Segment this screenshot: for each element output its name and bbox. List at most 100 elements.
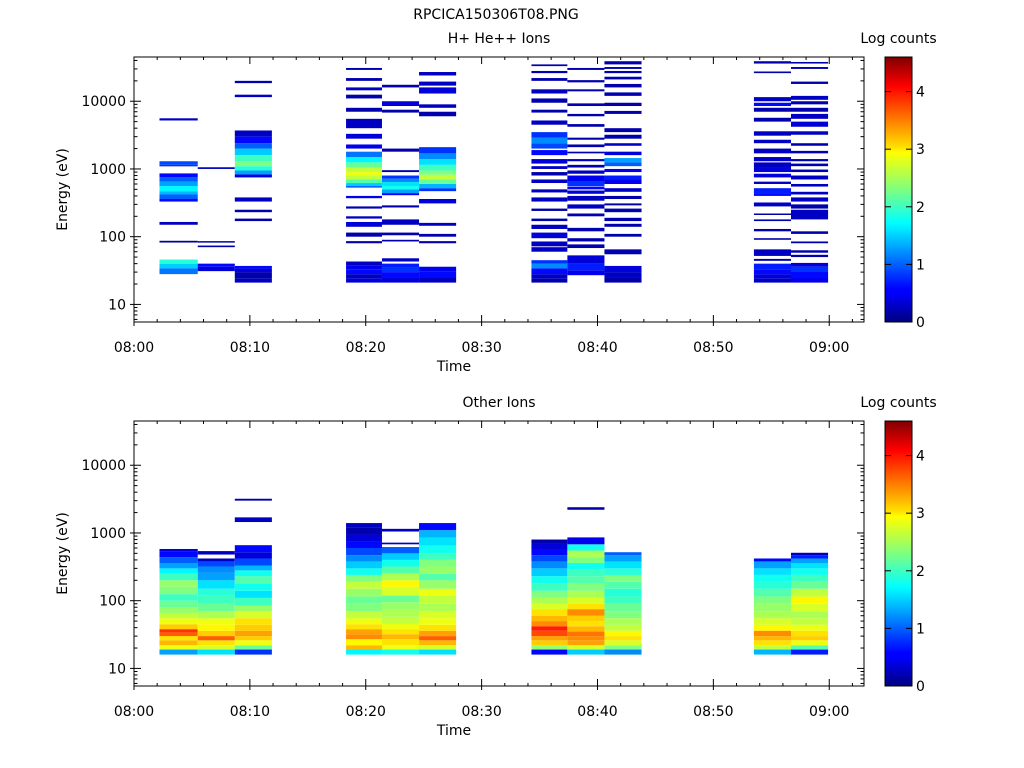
spectrogram-cell <box>604 649 642 655</box>
spectrogram-cell <box>604 272 642 278</box>
spectrogram-cell <box>346 162 382 168</box>
spectrogram-cell <box>567 244 605 249</box>
spectrogram-cell <box>234 268 272 273</box>
colorbar-frame <box>884 56 913 323</box>
spectrogram-cell <box>791 649 829 655</box>
spectrogram-cell <box>753 263 791 270</box>
spectrogram-cell <box>753 278 791 283</box>
spectrogram-cell <box>234 197 272 202</box>
spectrogram-cell <box>567 213 605 217</box>
spectrogram-cell <box>531 576 568 584</box>
spectrogram-cell <box>419 179 457 184</box>
spectrogram-cell <box>419 188 457 192</box>
spectrogram-cell <box>567 597 605 604</box>
spectrogram-cell <box>381 258 420 262</box>
spectrogram-cell <box>753 157 791 162</box>
x-tick-label: 09:00 <box>809 704 849 720</box>
spectrogram-cell <box>791 581 829 589</box>
spectrogram-cell <box>791 183 829 187</box>
spectrogram-cell <box>604 110 642 114</box>
spectrogram-cell <box>346 232 382 237</box>
spectrogram-cell <box>604 645 642 650</box>
spectrogram-cell <box>346 561 382 569</box>
spectrogram-cell <box>234 570 272 577</box>
spectrogram-cell <box>381 553 420 560</box>
spectrogram-cell <box>604 596 642 604</box>
spectrogram-cell <box>346 555 382 562</box>
spectrogram-cell <box>234 170 272 175</box>
spectrogram-cell <box>604 162 642 167</box>
y-tick-label: 1000 <box>90 526 126 542</box>
spectrogram-cell <box>381 573 420 581</box>
spectrogram-cell <box>567 537 605 545</box>
spectrogram-cell <box>419 530 457 538</box>
spectrogram-cell <box>234 630 272 637</box>
spectrogram-cell <box>753 596 791 604</box>
spectrogram-cell <box>567 569 605 577</box>
spectrogram-cell <box>159 551 198 558</box>
spectrogram-cell <box>419 81 457 86</box>
spectrogram-cell <box>531 645 568 650</box>
spectrogram-cell <box>567 615 605 622</box>
spectrogram-cell <box>159 632 198 637</box>
spectrogram-cell <box>381 193 420 196</box>
spectrogram-cell <box>234 209 272 213</box>
spectrogram-cell <box>197 266 235 272</box>
y-axis-label: Energy (eV) <box>55 512 71 595</box>
spectrogram-cell <box>531 615 568 622</box>
spectrogram-cell <box>604 552 642 556</box>
spectrogram-cell <box>753 611 791 619</box>
spectrogram-cell <box>159 640 198 646</box>
spectrogram-cell <box>753 117 791 122</box>
spectrogram-cell <box>567 645 605 650</box>
spectrogram-cell <box>381 595 420 603</box>
spectrogram-cell <box>567 181 605 187</box>
spectrogram-cell <box>567 170 605 174</box>
spectrogram-cell <box>346 645 382 650</box>
spectrogram-cell <box>419 559 457 567</box>
spectrogram-cell <box>791 630 829 637</box>
spectrogram-cell <box>753 636 791 641</box>
spectrogram-cell <box>567 603 605 610</box>
spectrogram-cell <box>753 102 791 107</box>
spectrogram-cell <box>346 603 382 612</box>
spectrogram-cell <box>567 238 605 242</box>
spectrogram-cell <box>753 219 791 222</box>
spectrogram-cell <box>159 594 198 601</box>
spectrogram-cell <box>346 274 382 279</box>
spectrogram-cell <box>531 274 568 279</box>
spectrogram-cell <box>791 101 829 105</box>
spectrogram-cell <box>197 611 235 619</box>
spectrogram-cell <box>791 271 829 278</box>
panel-other-ions: Other Ions 08:00 08:10 08:20 08:30 08:40 08:50… <box>55 395 937 739</box>
spectrogram-cell <box>381 634 420 640</box>
spectrogram-cell <box>159 580 198 587</box>
spectrogram-cell <box>346 107 382 112</box>
colorbar-label: Log counts <box>860 31 936 47</box>
spectrogram-cell <box>753 107 791 112</box>
x-tick-label: 08:40 <box>577 704 617 720</box>
spectrogram-cell <box>346 67 382 70</box>
spectrogram-cell <box>234 155 272 162</box>
spectrogram-cell <box>197 630 235 637</box>
spectrogram-cell <box>419 618 457 625</box>
spectrogram-cell <box>604 217 642 222</box>
spectrogram-cell <box>531 640 568 646</box>
spectrogram-cell <box>753 167 791 173</box>
spectrogram-cell <box>346 581 382 589</box>
spectrogram-cell <box>234 576 272 584</box>
spectrogram-cell <box>381 580 420 587</box>
panel-title: H+ He++ Ions <box>448 31 551 47</box>
spectrogram-cell <box>567 190 605 194</box>
spectrogram-cell <box>419 277 457 283</box>
colorbar <box>885 57 912 322</box>
spectrogram-cell <box>604 151 642 156</box>
spectrogram-cell <box>531 64 568 67</box>
spectrogram-cell <box>604 233 642 237</box>
spectrogram-cell <box>346 574 382 582</box>
spectrogram-cell <box>531 89 568 94</box>
x-tick-label: 08:50 <box>693 340 733 356</box>
spectrogram-cell <box>197 580 235 589</box>
spectrogram-cell <box>159 259 198 264</box>
spectrogram-cell <box>531 263 568 269</box>
